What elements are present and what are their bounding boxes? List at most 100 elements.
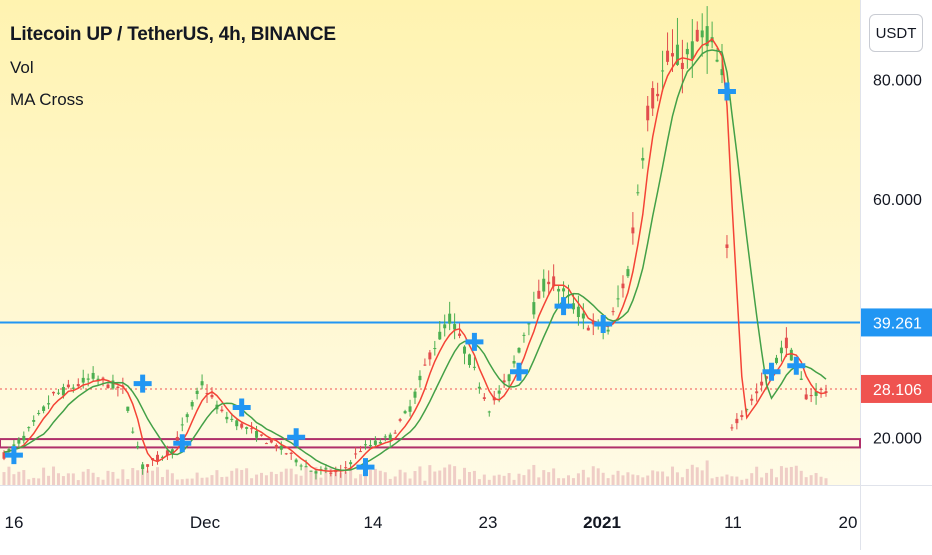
candle-body — [245, 427, 249, 429]
currency-unit-button[interactable]: USDT — [869, 14, 923, 52]
candle-body — [81, 377, 85, 383]
volume-bar — [779, 466, 783, 485]
legend-ma-cross[interactable]: MA Cross — [10, 90, 84, 109]
volume-bar — [695, 467, 699, 485]
candle-body — [66, 384, 70, 388]
candle-body — [86, 378, 90, 380]
volume-bar — [17, 471, 21, 485]
volume-bar — [205, 477, 209, 485]
candle-body — [502, 380, 506, 383]
volume-bar — [576, 473, 580, 485]
candle-body — [269, 440, 273, 443]
price-mark-box — [861, 374, 932, 403]
candle-body — [730, 427, 734, 429]
volume-bar — [482, 474, 486, 485]
ma-cross-marker — [4, 446, 23, 465]
candle-body — [789, 349, 793, 361]
candle-body — [453, 324, 457, 330]
candle-body — [507, 374, 511, 382]
candle-body — [344, 467, 348, 469]
candle-body — [279, 445, 283, 450]
candle-body — [76, 384, 80, 387]
volume-bar — [160, 477, 164, 485]
volume-bar — [37, 478, 41, 485]
candle-body — [289, 452, 293, 454]
symbol-title[interactable]: Litecoin UP / TetherUS, 4h, BINANCE — [10, 24, 336, 45]
volume-bar — [542, 470, 546, 485]
candle-body — [463, 346, 467, 354]
candle-body — [165, 450, 169, 456]
volume-bar — [141, 466, 145, 485]
volume-bar — [2, 472, 6, 485]
volume-bar — [22, 470, 26, 485]
volume-bar — [324, 467, 328, 485]
volume-bar — [448, 464, 452, 485]
volume-bar — [304, 467, 308, 485]
volume-bar — [433, 471, 437, 485]
candle-body — [542, 278, 546, 292]
price-tick-label: 80.000 — [873, 73, 922, 90]
volume-bar — [656, 471, 660, 485]
volume-bar — [591, 466, 595, 485]
candle-body — [779, 347, 783, 354]
volume-bar — [136, 470, 140, 485]
volume-bar — [814, 473, 818, 485]
candle-body — [458, 333, 462, 336]
candle-body — [814, 391, 818, 396]
candle-body — [517, 347, 521, 353]
volume-bar — [279, 471, 283, 485]
candle-body — [616, 298, 620, 300]
volume-bar — [770, 468, 774, 485]
volume-bar — [680, 477, 684, 485]
candle-body — [824, 391, 828, 394]
candle-body — [725, 244, 729, 248]
volume-bar — [552, 468, 556, 485]
volume-bar — [7, 466, 11, 485]
volume-bar — [106, 470, 110, 485]
volume-bar — [661, 471, 665, 485]
candle-body — [299, 465, 303, 467]
volume-bar — [339, 472, 343, 485]
volume-bar — [675, 472, 679, 485]
candle-body — [626, 269, 630, 277]
volume-bar — [373, 468, 377, 485]
volume-bar — [765, 472, 769, 485]
candle-body — [2, 452, 6, 459]
candle-body — [200, 381, 204, 386]
price-axis-background — [860, 0, 932, 485]
volume-bar — [12, 474, 16, 485]
volume-bar — [56, 473, 60, 485]
volume-bar — [646, 475, 650, 485]
candle-body — [547, 281, 551, 285]
candle-body — [641, 158, 645, 161]
ma-cross-marker — [465, 332, 484, 351]
volume-bar — [388, 478, 392, 485]
time-axis-background — [0, 485, 932, 550]
candle-body — [304, 466, 308, 468]
volume-bar — [567, 475, 571, 485]
candle-body — [750, 398, 754, 401]
volume-bar — [789, 466, 793, 485]
ma-cross-marker — [554, 297, 573, 316]
volume-bar — [522, 475, 526, 485]
candle-body — [611, 311, 615, 313]
candle-body — [185, 414, 189, 418]
candle-body — [408, 406, 412, 412]
candle-body — [606, 329, 610, 332]
time-tick-label: 2021 — [583, 513, 621, 532]
volume-bar — [700, 470, 704, 485]
volume-bar — [126, 479, 130, 485]
candle-body — [373, 440, 377, 445]
volume-bar — [715, 476, 719, 485]
volume-bar — [458, 479, 462, 485]
legend-vol[interactable]: Vol — [10, 58, 34, 77]
volume-bar — [477, 479, 481, 485]
candle-body — [661, 70, 665, 72]
candle-body — [700, 30, 704, 38]
candle-body — [225, 416, 229, 420]
ma-cross-marker — [787, 356, 806, 375]
volume-bar — [215, 470, 219, 485]
volume-bar — [61, 476, 65, 485]
volume-bar — [220, 477, 224, 485]
volume-bar — [284, 468, 288, 485]
